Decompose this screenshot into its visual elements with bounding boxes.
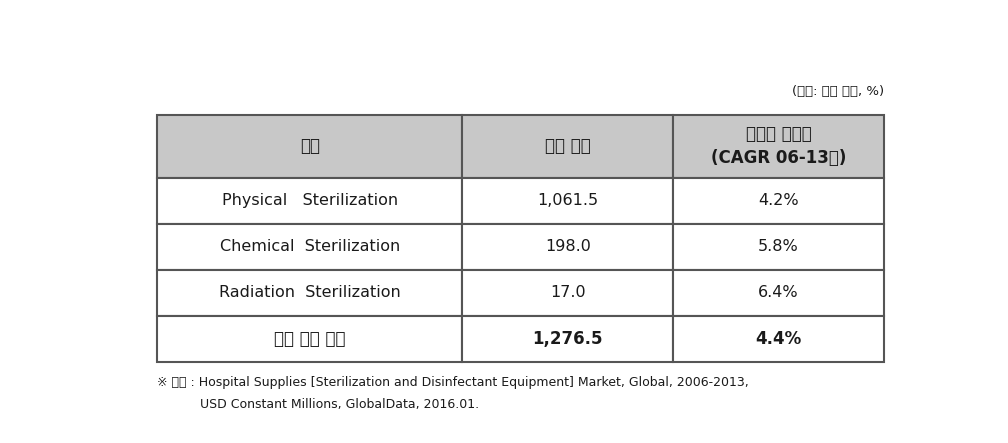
Text: USD Constant Millions, GlobalData, 2016.01.: USD Constant Millions, GlobalData, 2016.… <box>201 398 480 411</box>
Bar <box>157 270 463 316</box>
Text: ※ 자료 : Hospital Supplies [Sterilization and Disinfectant Equipment] Market, Glob: ※ 자료 : Hospital Supplies [Sterilization … <box>157 376 749 389</box>
Text: 1,061.5: 1,061.5 <box>537 193 599 208</box>
Bar <box>673 316 884 362</box>
Text: 구분: 구분 <box>299 137 320 155</box>
Bar <box>463 115 673 178</box>
Text: 시장 규모: 시장 규모 <box>545 137 591 155</box>
Bar <box>157 316 463 362</box>
Bar <box>463 224 673 270</box>
Text: Radiation  Sterilization: Radiation Sterilization <box>219 285 401 300</box>
Bar <box>157 178 463 224</box>
Text: 4.4%: 4.4% <box>755 330 801 348</box>
Text: 1,276.5: 1,276.5 <box>532 330 603 348</box>
Bar <box>157 224 463 270</box>
Bar <box>463 316 673 362</box>
Text: 198.0: 198.0 <box>544 239 591 254</box>
Bar <box>673 270 884 316</box>
Bar <box>673 224 884 270</box>
Bar <box>463 270 673 316</box>
Bar <box>157 115 463 178</box>
Text: 전체 시장 규모: 전체 시장 규모 <box>274 330 346 348</box>
Text: Chemical  Sterilization: Chemical Sterilization <box>220 239 400 254</box>
Bar <box>673 178 884 224</box>
Bar <box>463 178 673 224</box>
Text: 6.4%: 6.4% <box>758 285 798 300</box>
Text: 연평균 성장률
(CAGR 06-13년): 연평균 성장률 (CAGR 06-13년) <box>711 125 846 167</box>
Bar <box>673 115 884 178</box>
Text: 5.8%: 5.8% <box>758 239 798 254</box>
Text: 17.0: 17.0 <box>550 285 586 300</box>
Text: (단위: 백만 달러, %): (단위: 백만 달러, %) <box>791 85 884 97</box>
Text: 4.2%: 4.2% <box>758 193 798 208</box>
Text: Physical   Sterilization: Physical Sterilization <box>222 193 398 208</box>
